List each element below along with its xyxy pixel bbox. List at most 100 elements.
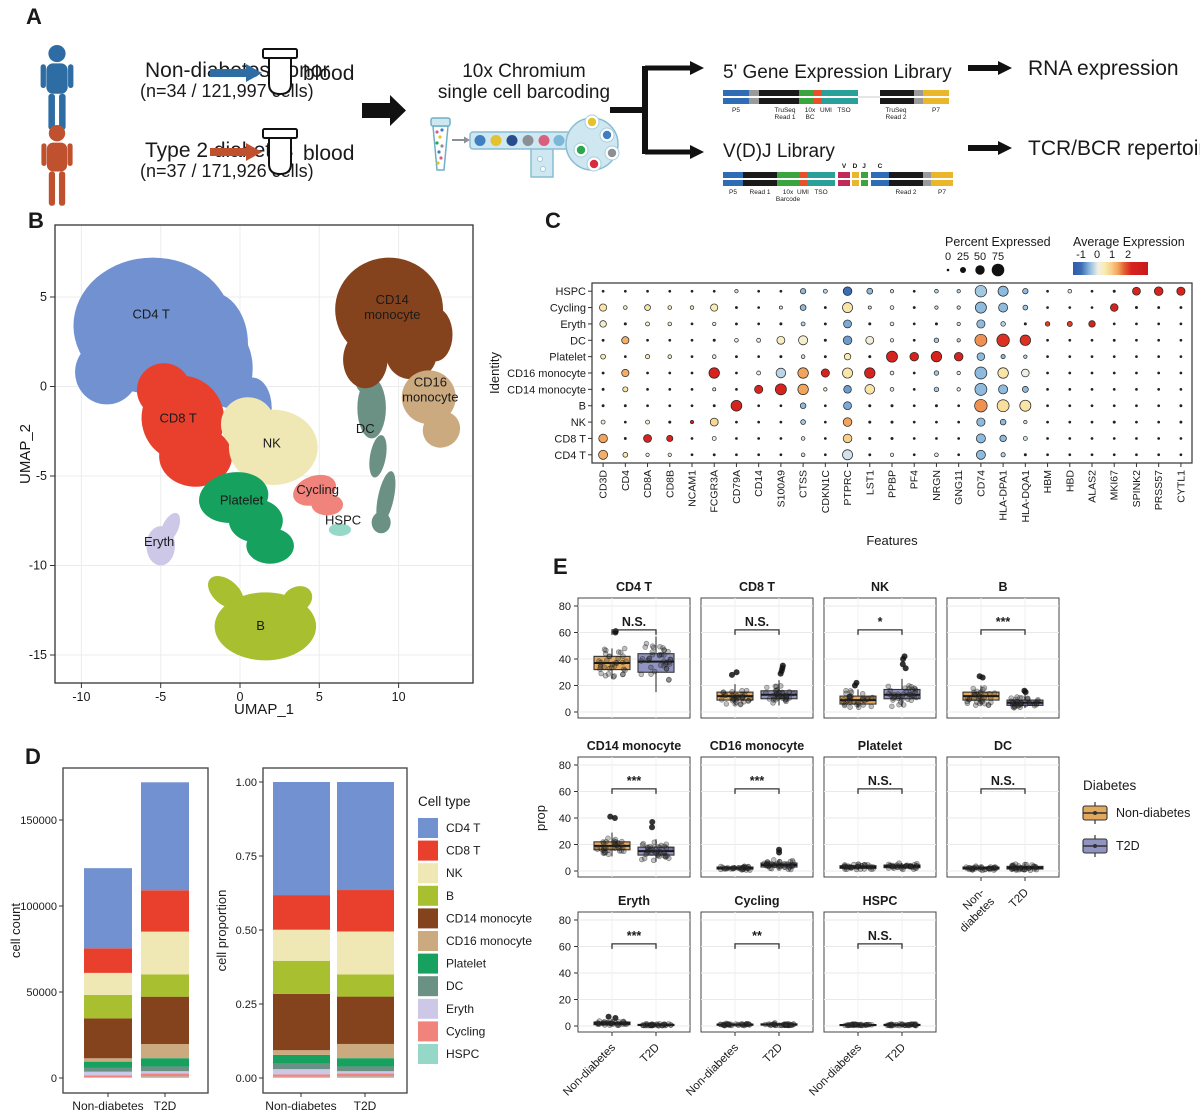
cell-type-legend-title: Cell type xyxy=(418,794,471,809)
jitter-point xyxy=(910,1021,917,1027)
sig-bracket xyxy=(857,943,903,949)
jitter-point xyxy=(859,1022,865,1028)
jitter-point xyxy=(727,1022,733,1028)
jitter-point xyxy=(789,863,795,870)
dot xyxy=(800,288,807,295)
jitter-point xyxy=(735,1021,741,1028)
jitter-point xyxy=(785,1022,791,1029)
jitter-point xyxy=(910,866,917,872)
sig-label: N.S. xyxy=(622,615,646,629)
vdj-library-diagram xyxy=(723,172,953,186)
facet-title: NK xyxy=(871,580,889,594)
jitter-point xyxy=(890,695,896,701)
dot xyxy=(1088,320,1096,328)
jitter-point xyxy=(1033,866,1040,873)
vdj-seg-tso: TSO xyxy=(814,189,827,196)
umap-cluster-blob xyxy=(207,575,244,609)
jitter-point xyxy=(639,655,646,662)
y-tick-label: 20 xyxy=(559,681,571,693)
cell-type-swatch xyxy=(418,1021,438,1042)
y-tick-label: -10 xyxy=(29,559,47,573)
umap-cluster-blob xyxy=(246,527,294,564)
jitter-point xyxy=(911,1022,918,1028)
jitter-point xyxy=(764,860,770,867)
jitter-point xyxy=(601,850,608,856)
dot xyxy=(1179,355,1183,359)
jitter-point xyxy=(867,863,873,870)
jitter-point xyxy=(743,687,750,694)
jitter-point xyxy=(732,1021,739,1027)
jitter-point xyxy=(740,864,747,871)
umap-cluster-cd16-monocyte xyxy=(401,370,461,448)
dot xyxy=(601,338,605,342)
jitter-point xyxy=(978,689,984,695)
jitter-point xyxy=(979,698,985,705)
jitter-point xyxy=(776,692,782,698)
jitter-point xyxy=(609,1020,615,1026)
jitter-point xyxy=(897,699,904,705)
jitter-point xyxy=(661,652,667,658)
count-tick-label: 100000 xyxy=(20,901,57,913)
dot xyxy=(645,452,650,457)
dot xyxy=(1157,306,1161,309)
jitter-point xyxy=(656,652,663,659)
jitter-point xyxy=(661,853,667,859)
dot xyxy=(889,370,895,376)
dot xyxy=(1068,306,1072,309)
jitter-point xyxy=(785,866,792,872)
dot xyxy=(1179,404,1183,408)
size-legend-dot xyxy=(946,268,950,272)
gex-library-title: 5' Gene Expression Library xyxy=(723,62,952,83)
jitter-point xyxy=(743,1021,750,1027)
jitter-point xyxy=(855,863,862,870)
jitter-point xyxy=(846,1022,853,1028)
jitter-point xyxy=(888,1021,895,1028)
jitter-point xyxy=(1021,866,1028,873)
jitter-point xyxy=(644,844,651,851)
cell-type-swatch xyxy=(418,908,438,929)
count-bar-segment xyxy=(84,868,132,949)
sig-label: *** xyxy=(996,615,1011,629)
gex-seg-tso: TSO xyxy=(837,107,850,114)
dot xyxy=(1157,322,1161,326)
dot xyxy=(623,420,627,424)
dot xyxy=(843,385,852,394)
outlier-point xyxy=(1021,687,1028,694)
jitter-point xyxy=(721,866,727,872)
jitter-point xyxy=(661,1021,667,1028)
dot xyxy=(735,322,738,326)
jitter-point xyxy=(784,1021,791,1027)
jitter-point xyxy=(661,647,667,653)
dot xyxy=(710,303,719,312)
jitter-point xyxy=(658,842,664,849)
jitter-point xyxy=(863,1022,869,1028)
jitter-point xyxy=(896,862,903,869)
outlier-point xyxy=(901,653,908,660)
jitter-point xyxy=(646,655,653,662)
jitter-point xyxy=(894,1022,900,1028)
dot xyxy=(868,355,872,359)
dot xyxy=(644,304,651,311)
jitter-point xyxy=(738,1021,745,1027)
identity-label: CD8 T xyxy=(554,433,586,445)
count-bar-segment xyxy=(84,1075,132,1078)
jitter-point xyxy=(849,1021,855,1028)
jitter-point xyxy=(603,647,609,654)
jitter-point xyxy=(655,843,661,850)
jitter-point xyxy=(977,700,983,707)
vdj-seg-read1: Read 1 xyxy=(750,189,771,196)
jitter-point xyxy=(860,695,866,702)
jitter-point xyxy=(854,701,860,708)
jitter-point xyxy=(889,1022,895,1029)
jitter-point xyxy=(746,1021,752,1028)
jitter-point xyxy=(649,1022,655,1029)
facet-bg xyxy=(700,756,814,878)
dot xyxy=(1176,286,1186,296)
jitter-point xyxy=(783,692,790,698)
jitter-point xyxy=(783,698,789,705)
jitter-point xyxy=(773,687,780,694)
dot xyxy=(1157,355,1161,359)
jitter-point xyxy=(975,865,982,871)
jitter-point xyxy=(781,1021,788,1028)
umap-cluster-label: Platelet xyxy=(220,493,264,508)
